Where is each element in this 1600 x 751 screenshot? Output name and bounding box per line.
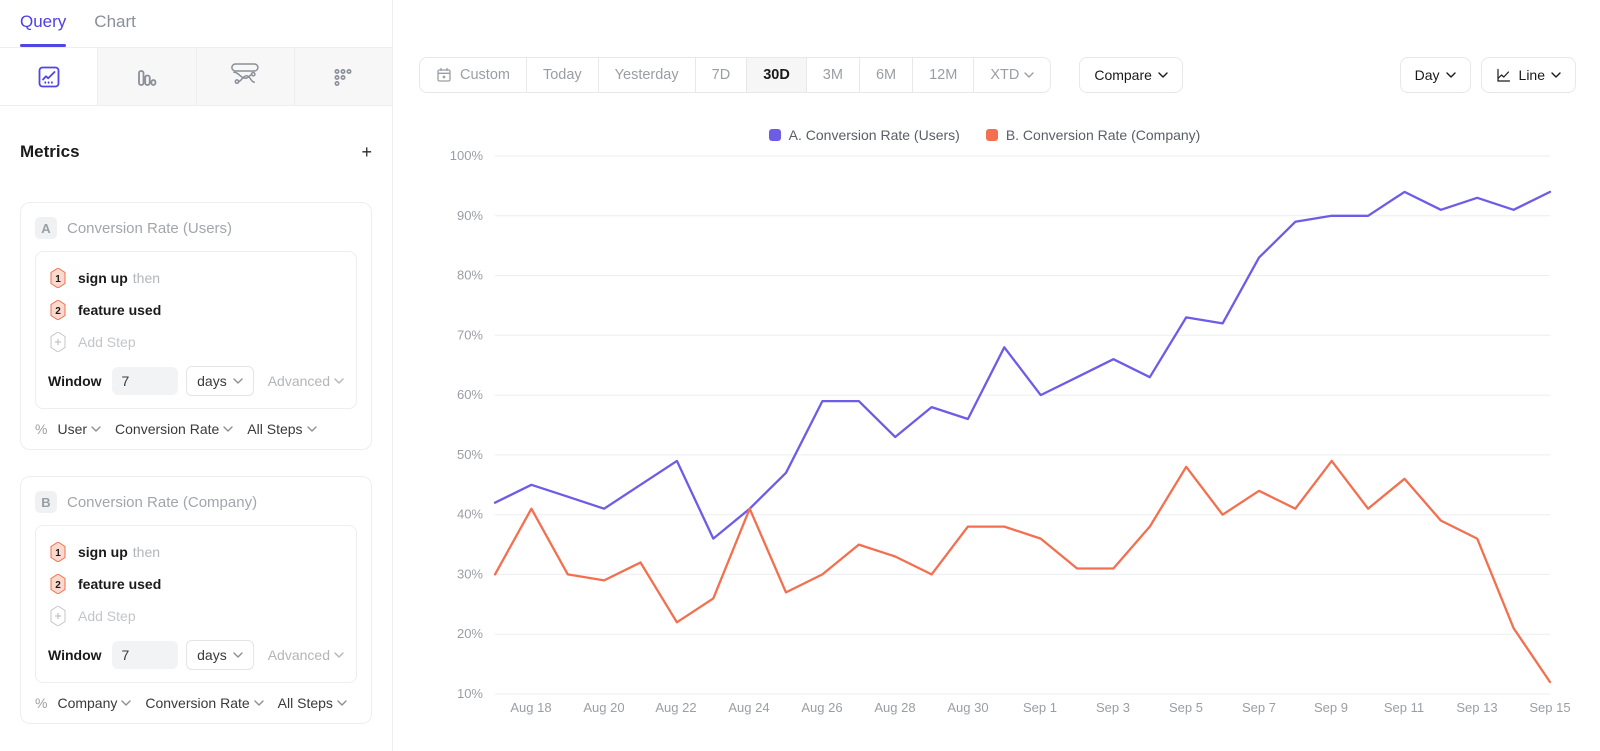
svg-text:80%: 80%	[457, 268, 483, 283]
svg-text:Sep 15: Sep 15	[1529, 700, 1570, 715]
svg-text:Aug 24: Aug 24	[728, 700, 769, 715]
svg-text:Aug 22: Aug 22	[655, 700, 696, 715]
svg-text:100%: 100%	[450, 148, 484, 163]
svg-text:70%: 70%	[457, 327, 483, 342]
svg-text:Sep 9: Sep 9	[1314, 700, 1348, 715]
svg-text:Sep 3: Sep 3	[1096, 700, 1130, 715]
svg-text:10%: 10%	[457, 686, 483, 701]
svg-text:40%: 40%	[457, 507, 483, 522]
svg-text:Sep 1: Sep 1	[1023, 700, 1057, 715]
svg-text:Sep 5: Sep 5	[1169, 700, 1203, 715]
svg-text:30%: 30%	[457, 566, 483, 581]
svg-text:Aug 18: Aug 18	[510, 700, 551, 715]
svg-text:Aug 26: Aug 26	[801, 700, 842, 715]
svg-text:Aug 28: Aug 28	[874, 700, 915, 715]
svg-text:60%: 60%	[457, 387, 483, 402]
svg-text:Aug 30: Aug 30	[947, 700, 988, 715]
svg-text:Sep 7: Sep 7	[1242, 700, 1276, 715]
svg-text:50%: 50%	[457, 447, 483, 462]
svg-text:90%: 90%	[457, 208, 483, 223]
svg-text:Aug 20: Aug 20	[583, 700, 624, 715]
svg-text:Sep 11: Sep 11	[1384, 700, 1424, 715]
svg-text:Sep 13: Sep 13	[1456, 700, 1497, 715]
svg-text:20%: 20%	[457, 626, 483, 641]
